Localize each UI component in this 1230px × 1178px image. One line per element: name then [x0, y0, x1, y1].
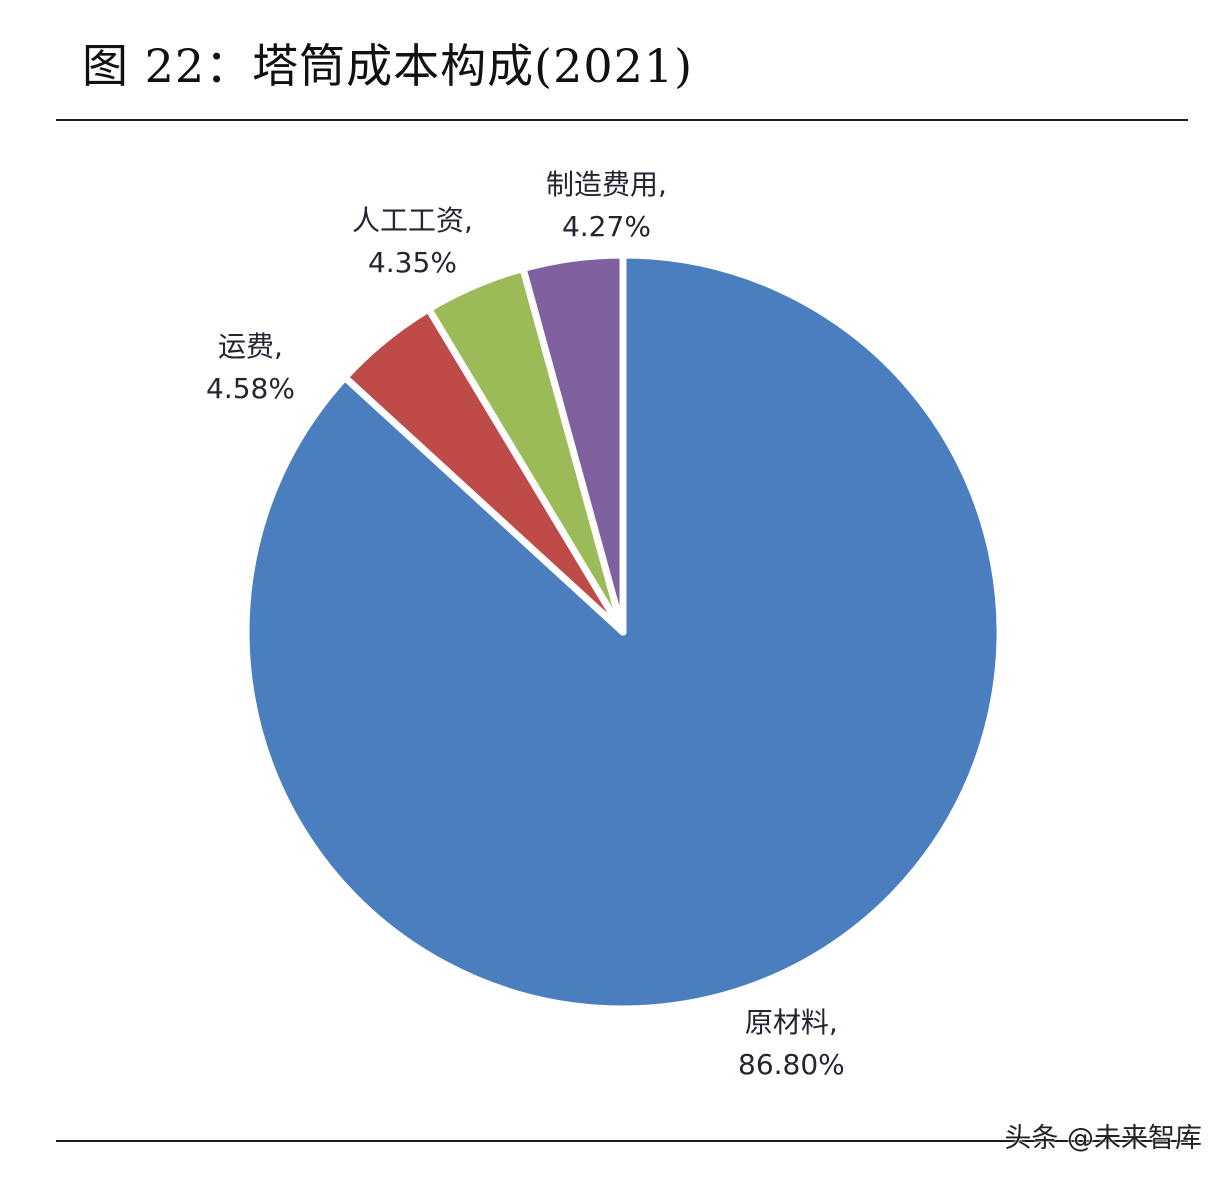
- label-value: 4.35%: [367, 246, 457, 279]
- label-freight: 运费, 4.58%: [206, 326, 295, 410]
- label-name: 人工工资,: [352, 204, 473, 237]
- label-value: 86.80%: [738, 1048, 845, 1081]
- bottom-divider: [56, 1140, 1188, 1142]
- label-name: 制造费用,: [546, 168, 667, 201]
- label-value: 4.27%: [561, 210, 651, 243]
- label-name: 原材料,: [744, 1006, 838, 1039]
- slice-manufacturing-expenses: [519, 251, 627, 636]
- watermark: 头条 @未来智库: [1004, 1123, 1202, 1154]
- chart-title: 图 22：塔筒成本构成(2021): [82, 39, 694, 93]
- top-divider: [56, 119, 1188, 121]
- label-name: 运费,: [218, 330, 283, 363]
- label-labor-wages: 人工工资, 4.35%: [352, 200, 473, 284]
- label-value: 4.58%: [206, 372, 295, 405]
- label-raw-materials: 原材料, 86.80%: [738, 1002, 845, 1086]
- truncated-source-line: [80, 1166, 1160, 1178]
- label-manufacturing-expenses: 制造费用, 4.27%: [546, 164, 667, 248]
